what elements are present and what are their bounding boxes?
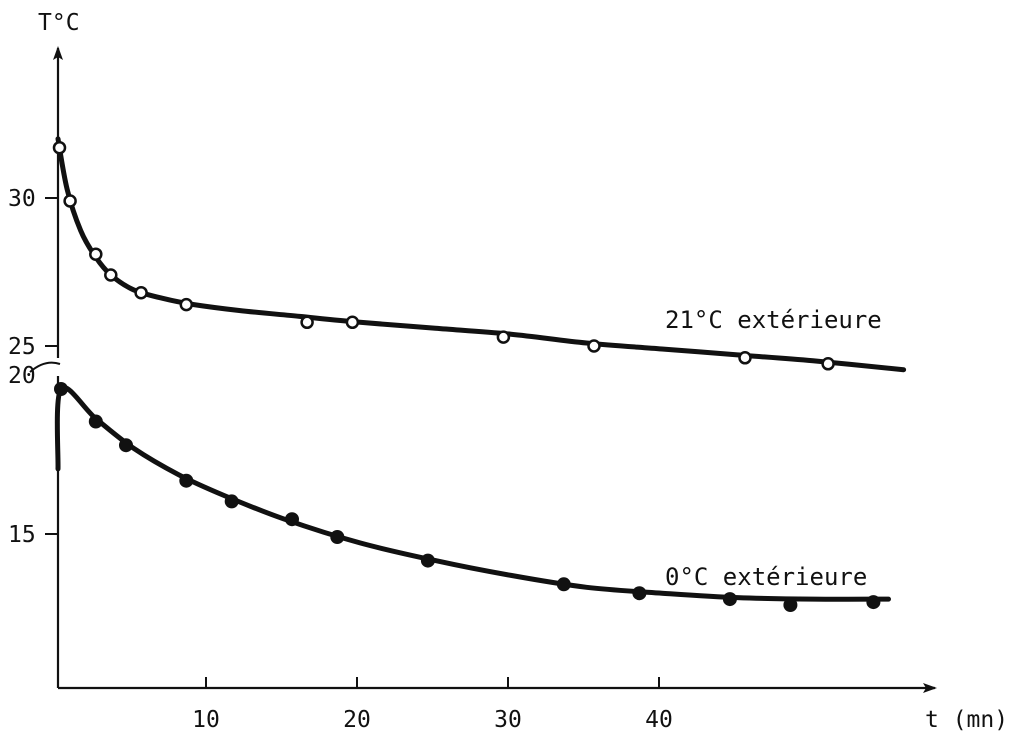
series-1-point-6 [179, 297, 194, 312]
x-tick-label-20: 20 [343, 707, 371, 733]
axis-break-mark [29, 361, 61, 373]
x-tick-label-10: 10 [192, 707, 220, 733]
series-1-point-11 [738, 351, 752, 365]
series-2-point-6 [285, 512, 299, 527]
series-2-point-10 [632, 586, 647, 601]
series-2-point-4 [179, 473, 194, 488]
series-1 [52, 136, 907, 373]
axes [29, 46, 937, 693]
series-1-point-5 [134, 285, 148, 300]
series-2-point-2 [88, 414, 103, 429]
y-tick-label-20: 20 [8, 363, 36, 389]
series-1-point-4 [104, 268, 118, 282]
y-axis-title: T°C [38, 10, 80, 36]
series-1-point-3 [89, 247, 103, 261]
x-tick-label-30: 30 [494, 707, 522, 733]
series-2-point-11 [722, 592, 737, 607]
series-1-point-10 [587, 339, 601, 353]
series-label-21c-exterieure: 21°C extérieure [665, 306, 882, 334]
y-ticks: 30 25 20 15 [8, 186, 58, 548]
x-axis-title: t (mn) [925, 707, 1008, 733]
x-tick-label-40: 40 [645, 707, 673, 733]
series-1-point-1 [52, 140, 67, 155]
series-2-point-1 [54, 382, 68, 396]
series-layer [52, 136, 907, 612]
series-1-point-9 [496, 330, 511, 344]
series-2-point-12 [783, 598, 798, 612]
series-2-point-7 [330, 530, 345, 544]
series-1-point-8 [345, 315, 360, 330]
x-ticks: 10 20 30 40 [192, 677, 673, 733]
series-2-point-8 [420, 553, 435, 568]
y-tick-label-30: 30 [8, 186, 36, 212]
series-label-0c-exterieure: 0°C extérieure [665, 563, 867, 591]
series-1-point-2 [63, 194, 77, 208]
y-tick-label-25: 25 [8, 334, 36, 360]
series-2-point-3 [119, 438, 133, 453]
series-2-curve [54, 384, 891, 602]
series-2-point-9 [556, 577, 571, 592]
series-1-point-7 [300, 315, 314, 330]
series-1-point-12 [821, 357, 835, 371]
series-2-point-13 [866, 595, 881, 610]
series-2-point-5 [224, 494, 239, 509]
series-1-curve [55, 136, 907, 373]
series-2 [54, 382, 891, 612]
y-tick-label-15: 15 [8, 522, 36, 548]
